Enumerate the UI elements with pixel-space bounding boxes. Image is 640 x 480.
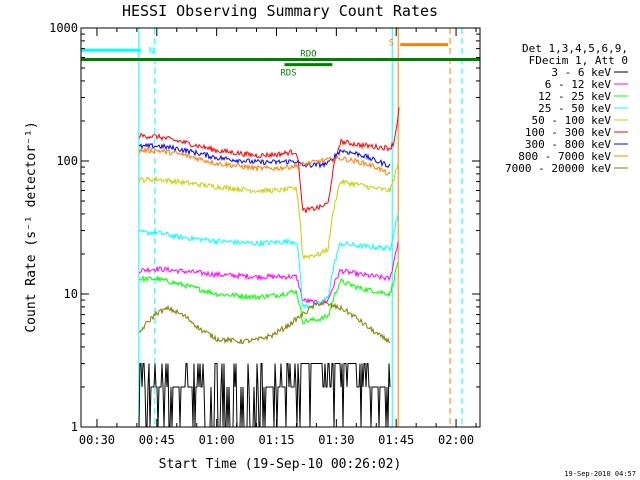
x-tick-label: 01:15 — [258, 433, 294, 447]
series-line-2 — [138, 262, 399, 325]
series-line-3 — [138, 213, 399, 310]
y-axis-ticks: 1 10 100 1000 — [49, 21, 480, 434]
plot-frame — [80, 27, 481, 428]
legend-label-4: 50 - 100 keV — [532, 114, 612, 127]
legend-label-2: 12 - 25 keV — [538, 90, 611, 103]
legend-label-8: 7000 - 20000 keV — [505, 162, 611, 175]
annotation-label-n: N — [149, 46, 154, 56]
legend-label-5: 100 - 300 keV — [525, 126, 611, 139]
series-line-4 — [138, 162, 399, 261]
legend-label-3: 25 - 50 keV — [538, 102, 611, 115]
annotation-label-rds: RDS — [280, 69, 296, 79]
y-tick-label: 10 — [64, 287, 78, 301]
event-markers — [138, 28, 463, 427]
series-line-8 — [138, 301, 391, 345]
series-line-7 — [138, 146, 391, 176]
x-tick-label: 00:30 — [79, 433, 115, 447]
footer-timestamp: 19-Sep-2010 04:57 — [564, 470, 636, 478]
series-lines — [138, 107, 400, 428]
series-line-5 — [138, 107, 400, 214]
y-tick-label: 100 — [56, 154, 78, 168]
series-line-1 — [138, 241, 399, 306]
x-tick-label: 00:45 — [139, 433, 175, 447]
annotation-label-rdo: RDO — [300, 49, 316, 59]
annotation-label-s: S — [389, 39, 394, 49]
series-line-6 — [138, 142, 391, 169]
legend: Det 1,3,4,5,6,9,FDecim 1, Att 03 - 6 keV… — [505, 42, 628, 175]
x-tick-label: 01:45 — [378, 433, 414, 447]
x-axis-ticks: 00:30 00:45 01:00 01:15 01:30 01:45 02:00 — [79, 28, 477, 447]
x-tick-label: 02:00 — [438, 433, 474, 447]
legend-label-6: 300 - 800 keV — [525, 138, 611, 151]
legend-label-1: 6 - 12 keV — [545, 78, 612, 91]
x-tick-label: 01:00 — [199, 433, 235, 447]
annotations: N S RDO RDS — [81, 39, 480, 79]
x-axis-label: Start Time (19-Sep-10 00:26:02) — [159, 457, 402, 472]
legend-header-0: Det 1,3,4,5,6,9, — [522, 42, 628, 55]
legend-header-1: FDecim 1, Att 0 — [529, 54, 628, 67]
legend-label-7: 800 - 7000 keV — [518, 150, 611, 163]
chart-title: HESSI Observing Summary Count Rates — [122, 2, 438, 20]
y-tick-label: 1 — [71, 420, 78, 434]
legend-label-0: 3 - 6 keV — [551, 66, 611, 79]
y-axis-label: Count Rate (s⁻¹ detector⁻¹) — [24, 121, 39, 332]
y-tick-label: 1000 — [49, 21, 78, 35]
x-tick-label: 01:30 — [318, 433, 354, 447]
series-line-0 — [138, 363, 391, 428]
